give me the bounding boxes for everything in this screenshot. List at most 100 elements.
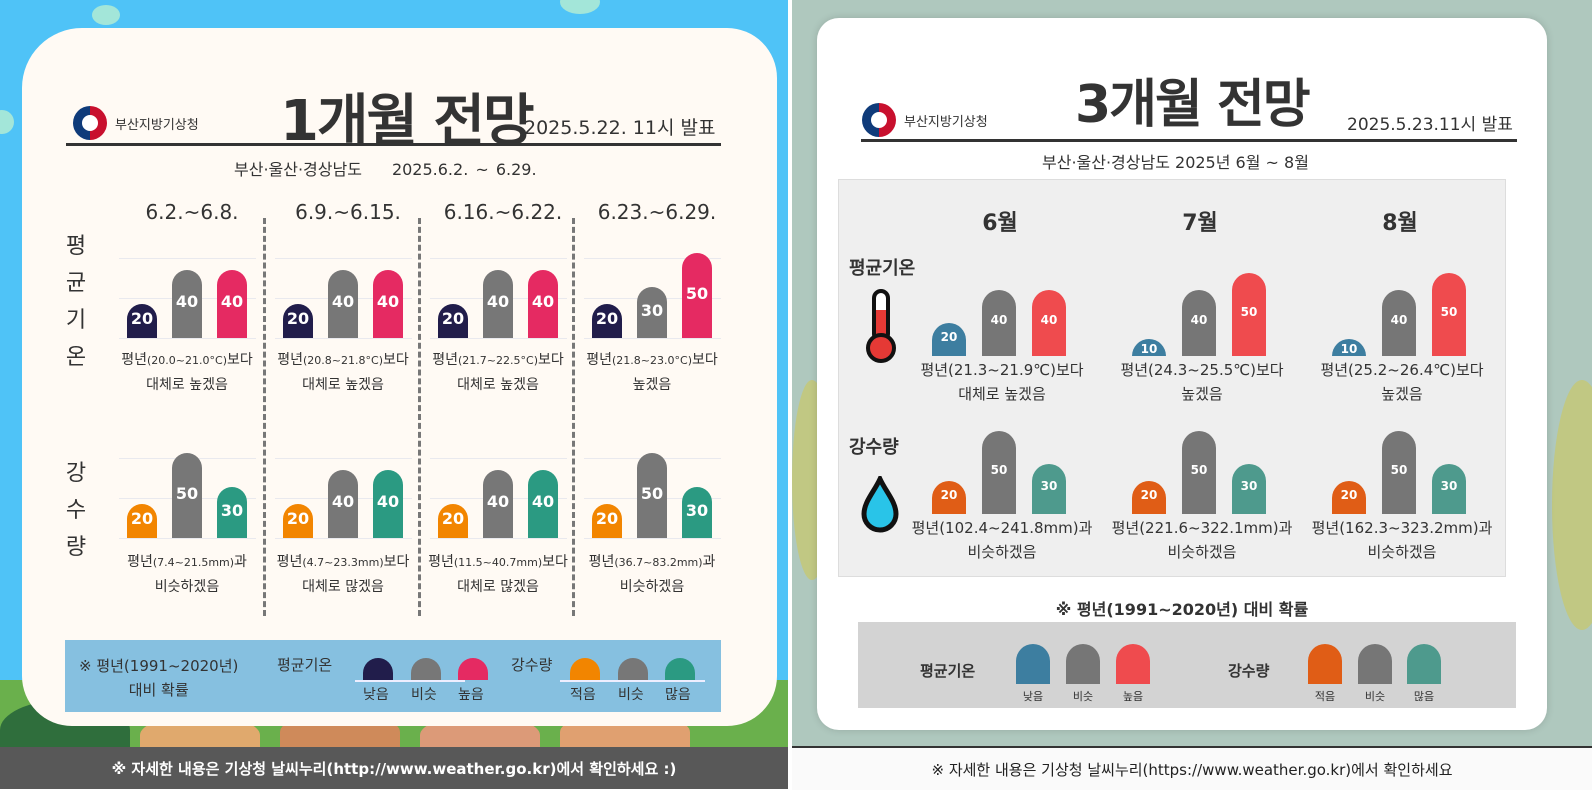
- kma-emblem-icon: [862, 103, 896, 137]
- month-label: 8월: [1382, 211, 1418, 236]
- legend-swatch-more: [665, 658, 695, 680]
- bar-high: 40: [217, 270, 247, 338]
- legend-label: 많음: [665, 687, 691, 703]
- bar-similar: 50: [982, 431, 1016, 514]
- bar-less: 20: [1332, 481, 1366, 514]
- legend-label: 적음: [1314, 690, 1336, 703]
- legend-swatch-more: [1407, 644, 1441, 684]
- bar-similar: 40: [1382, 290, 1416, 356]
- legend-label: 비슷: [1364, 690, 1386, 703]
- bar-low: 10: [1332, 339, 1366, 356]
- region: 부산·울산·경상남도: [234, 160, 362, 179]
- week-column: 6.9.~6.15.: [273, 200, 423, 230]
- legend-baseline: [355, 680, 465, 682]
- bar-similar: 40: [483, 470, 513, 538]
- legend-label: 높음: [458, 687, 484, 703]
- bar-high: 40: [1032, 290, 1066, 356]
- legend-baseline: [560, 680, 705, 682]
- bar-low: 20: [592, 304, 622, 338]
- page-title: 3개월 전망: [1075, 75, 1311, 135]
- agency-logo: 부산지방기상청: [862, 103, 988, 137]
- bar-more: 30: [1432, 464, 1466, 514]
- legend-label: 높음: [1122, 690, 1144, 703]
- bar-less: 20: [438, 504, 468, 538]
- temperature-bar-chart: 20 30 50: [584, 253, 721, 339]
- bar-high: 40: [373, 270, 403, 338]
- week-label: 6.2.~6.8.: [145, 200, 239, 224]
- bar-less: 20: [592, 504, 622, 538]
- bar-more: 40: [528, 470, 558, 538]
- region-period: 부산·울산·경상남도 2025.6.2. ~ 6.29.: [234, 156, 567, 180]
- temperature-description: 평년(21.7~22.5°C)보다 대체로 높겠음: [432, 352, 564, 393]
- agency-logo: 부산지방기상청: [73, 106, 199, 140]
- bar-similar: 40: [172, 270, 202, 338]
- issued-date: 2025.5.22. 11시 발표: [524, 117, 716, 139]
- bar-low: 20: [932, 323, 966, 356]
- precipitation-bar-chart: 20 40 40: [275, 458, 412, 539]
- bar-similar: 50: [172, 453, 202, 538]
- bar-similar: 50: [637, 453, 667, 538]
- legend: 평균기온 낮음 비슷 높음 강수량 적음 비슷 많음: [858, 622, 1516, 708]
- temperature-description: 평년(21.3~21.9℃)보다 대체로 높겠음: [920, 361, 1084, 403]
- decor-flower: [1552, 380, 1592, 630]
- divider: [66, 143, 721, 146]
- bar-more: 30: [1032, 464, 1066, 514]
- bar-high: 40: [528, 270, 558, 338]
- week-column: 6.2.~6.8.: [117, 200, 267, 230]
- decor-cloud: [560, 0, 600, 14]
- legend: ※ 평년(1991~2020년) 대비 확률 평균기온 낮음 비슷 높음 강수량…: [65, 640, 721, 712]
- bar-similar: 40: [483, 270, 513, 338]
- week-label: 6.16.~6.22.: [443, 200, 563, 224]
- temperature-bar-chart: 10 40 50: [1132, 266, 1272, 356]
- legend-swatch-similar: [618, 658, 648, 680]
- agency-name: 부산지방기상청: [904, 114, 988, 130]
- legend-temp-label: 평균기온: [277, 656, 333, 674]
- legend-swatch-high: [1116, 644, 1150, 684]
- one-month-outlook-panel: 부산지방기상청 1개월 전망 2025.5.22. 11시 발표 부산·울산·경…: [0, 0, 788, 806]
- bar-similar: 40: [328, 270, 358, 338]
- legend-swatch-similar: [1358, 644, 1392, 684]
- temperature-description: 평년(21.8~23.0°C)보다 높겠음: [586, 352, 718, 393]
- precipitation-bar-chart: 20 40 40: [430, 458, 567, 539]
- month-label: 7월: [1182, 211, 1218, 236]
- outlook-card: 부산지방기상청 3개월 전망 2025.5.23.11시 발표 부산·울산·경상…: [817, 18, 1547, 730]
- bar-similar: 30: [637, 287, 667, 338]
- precipitation-bar-chart: 20 50 30: [584, 453, 721, 539]
- legend-rain-label: 강수량: [511, 656, 553, 674]
- three-month-outlook-panel: 부산지방기상청 3개월 전망 2025.5.23.11시 발표 부산·울산·경상…: [792, 0, 1592, 806]
- month-label: 6월: [982, 211, 1018, 236]
- precipitation-description: 평년(7.4~21.5mm)과 비슷하겠음: [127, 554, 247, 595]
- footer-note: ※ 자세한 내용은 기상청 날씨누리(https://www.weather.g…: [792, 746, 1592, 790]
- bar-high: 50: [682, 253, 712, 338]
- legend-swatch-similar: [411, 658, 441, 680]
- temperature-bar-chart: 10 40 50: [1332, 266, 1472, 356]
- agency-name: 부산지방기상청: [115, 117, 199, 133]
- week-column: 6.23.~6.29.: [582, 200, 732, 230]
- bar-high: 50: [1432, 273, 1466, 356]
- bar-similar: 50: [1382, 431, 1416, 514]
- water-drop-icon: [861, 476, 899, 533]
- bar-low: 20: [283, 304, 313, 338]
- bar-similar: 40: [1182, 290, 1216, 356]
- bar-more: 40: [373, 470, 403, 538]
- week-label: 6.23.~6.29.: [597, 200, 717, 224]
- period: 2025.6.2. ~ 6.29.: [391, 160, 537, 179]
- precipitation-description: 평년(36.7~83.2mm)과 비슷하겠음: [588, 554, 716, 595]
- precipitation-description: 평년(221.6~322.1mm)과 비슷하겠음: [1111, 519, 1293, 561]
- bar-similar: 40: [328, 470, 358, 538]
- precipitation-description: 평년(11.5~40.7mm)보다 대체로 많겠음: [428, 554, 568, 595]
- week-column: 6.16.~6.22.: [428, 200, 578, 230]
- region-period: 부산·울산·경상남도 2025년 6월 ~ 8월: [1042, 153, 1309, 172]
- precipitation-description: 평년(4.7~23.3mm)보다 대체로 많겠음: [276, 554, 410, 595]
- precipitation-bar-chart: 20 50 30: [932, 424, 1072, 514]
- legend-label: 비슷: [1072, 690, 1094, 703]
- temperature-bar-chart: 20 40 40: [430, 258, 567, 339]
- bar-high: 50: [1232, 273, 1266, 356]
- footer-note: ※ 자세한 내용은 기상청 날씨누리(http://www.weather.go…: [0, 747, 788, 789]
- bar-less: 20: [283, 504, 313, 538]
- legend-swatch-low: [363, 658, 393, 680]
- week-divider: [263, 218, 266, 616]
- legend-temp-label: 평균기온: [920, 662, 976, 680]
- divider: [861, 139, 1517, 142]
- temperature-description: 평년(20.0~21.0°C)보다 대체로 높겠음: [121, 352, 253, 393]
